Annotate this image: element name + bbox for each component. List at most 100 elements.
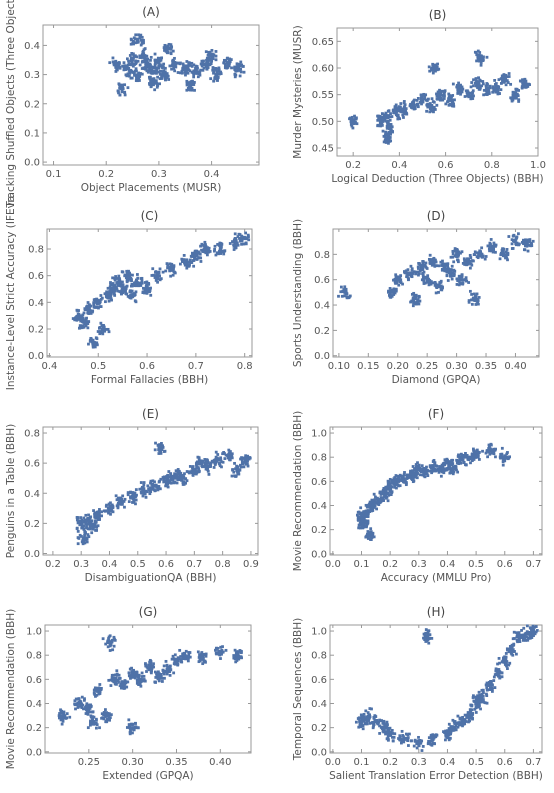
data-point [97,299,100,302]
data-point [202,66,206,70]
data-point [147,487,151,491]
data-point [142,48,146,52]
data-point [94,694,97,698]
data-point [398,736,402,740]
data-point [386,734,390,738]
data-point [206,468,210,472]
data-point [187,63,191,66]
data-point [107,330,111,334]
data-point [211,57,215,61]
data-point [83,518,87,522]
data-point [195,462,199,466]
data-point [400,110,404,114]
data-point [149,663,153,667]
data-point [188,263,191,267]
data-point [87,535,91,539]
data-point [99,294,103,297]
data-point [166,475,170,479]
data-point [186,71,190,75]
data-point [218,251,222,255]
data-point [461,87,465,91]
data-point [83,534,86,537]
data-point [212,68,215,72]
data-point [350,124,354,128]
data-point [447,727,451,730]
data-point [139,43,143,47]
data-point [360,512,363,516]
data-point [134,280,138,284]
data-point [474,303,478,306]
data-point [451,82,455,86]
data-point [139,481,143,484]
data-point [198,73,202,77]
data-point [214,76,217,79]
data-point [422,279,426,283]
data-point [86,726,90,730]
plot-frame [332,228,540,358]
data-point [379,123,383,127]
data-point [426,274,430,278]
data-point [413,107,417,110]
data-point [233,66,236,70]
data-point [89,515,92,519]
data-point [379,119,383,123]
data-point [205,62,208,65]
data-point [91,710,95,714]
data-point [404,483,408,487]
data-point [392,278,395,282]
data-point [451,725,455,729]
data-point [368,531,372,535]
data-point [79,704,83,708]
data-point [185,264,189,268]
data-point [500,82,503,85]
data-point [387,141,390,145]
data-point [501,247,505,251]
data-point [500,74,504,78]
data-point [157,446,161,450]
data-point [161,444,164,448]
data-point [429,743,433,746]
data-point [110,639,114,643]
data-point [186,656,190,660]
data-point [135,671,139,675]
data-point [114,286,118,289]
data-point [116,89,120,93]
data-point [192,258,196,262]
data-point [183,71,187,74]
data-point [397,484,400,488]
data-point [225,64,229,68]
data-point [179,655,183,658]
data-point [507,72,511,75]
data-point [180,257,184,261]
data-point [234,240,238,244]
data-point [380,112,384,116]
data-point [365,715,369,719]
data-point [522,80,526,84]
data-point [233,75,237,79]
data-point [367,505,371,509]
data-point [388,733,392,737]
data-point [490,451,494,455]
data-point [472,447,475,451]
data-point [339,285,343,289]
data-point [142,678,146,681]
data-point [362,719,366,723]
y-axis-label: Penguins in a Table (BBH) [5,424,17,558]
data-point [168,673,172,677]
data-point [452,470,456,474]
data-point [412,270,416,274]
data-point [87,703,91,707]
data-point [138,54,142,58]
data-point [91,338,95,342]
data-point [176,470,179,474]
data-point [93,693,97,696]
data-point [109,678,113,682]
data-point [499,453,503,456]
data-point [202,244,206,248]
data-point [174,62,178,66]
data-point [139,72,143,75]
data-point [486,455,489,459]
data-point [192,264,196,268]
data-point [131,723,134,727]
